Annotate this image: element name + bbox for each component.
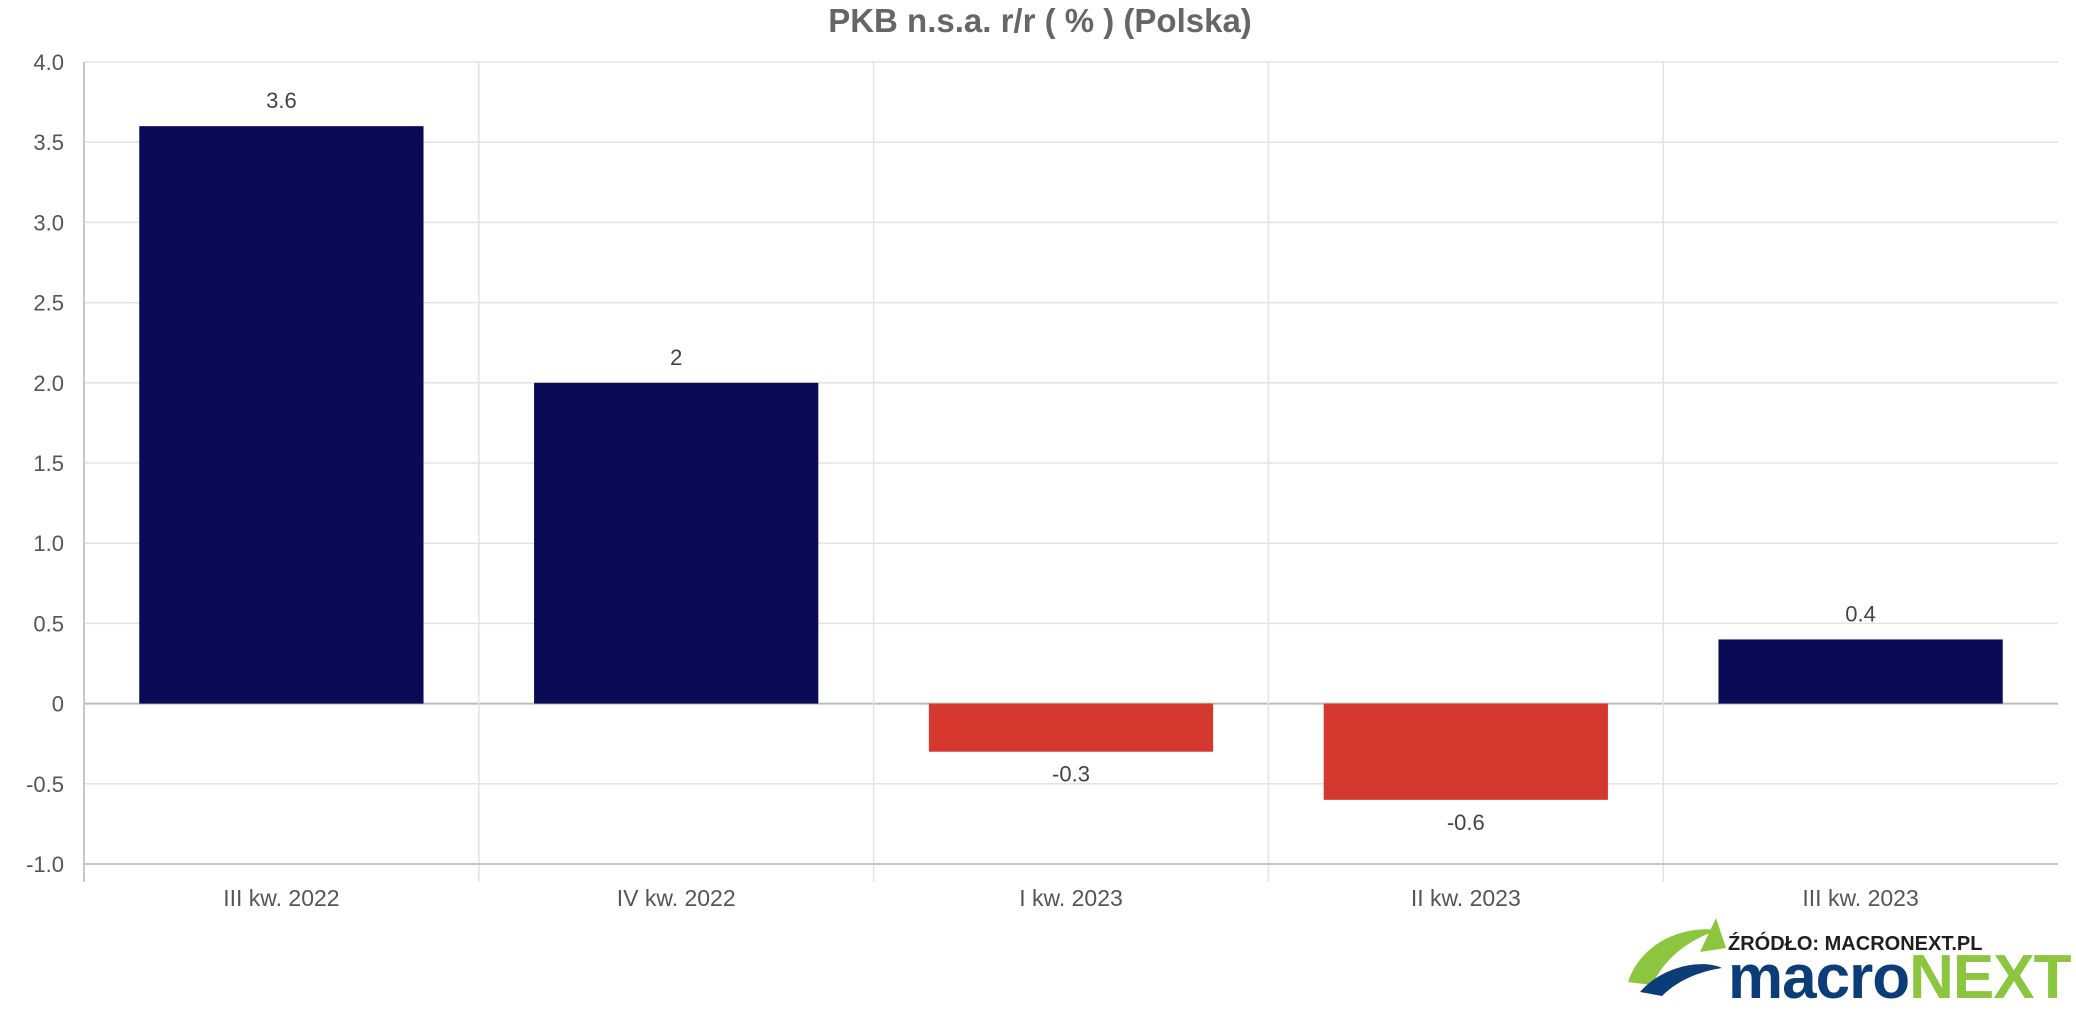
brand-name: macroNEXT: [1728, 943, 2072, 1012]
data-label: 3.6: [266, 88, 297, 113]
labels: 4.0 3.5 3.0 2.5 2.0 1.5 1.0 0.5 0 -0.5 -1.0 3.6 III …: [26, 50, 1919, 911]
y-tick-label: 3.0: [33, 210, 64, 235]
y-tick-label: -1.0: [26, 852, 64, 877]
bar: [139, 126, 424, 704]
source-text: ŹRÓDŁO: MACRONEXT.PL: [1728, 931, 1982, 955]
data-label: 2: [670, 345, 682, 370]
chart-title: PKB n.s.a. r/r ( % ) (Polska): [828, 2, 1252, 39]
bars: [139, 126, 2003, 800]
bar: [1323, 703, 1608, 800]
y-tick-label: -0.5: [26, 772, 64, 797]
x-tick-label: II kw. 2023: [1411, 885, 1521, 911]
axes: [83, 62, 2058, 882]
x-tick-label: IV kw. 2022: [617, 885, 736, 911]
swoosh-icon: [1628, 918, 1726, 996]
y-tick-label: 2.0: [33, 371, 64, 396]
macronext-logo: ŹRÓDŁO: MACRONEXT.PL macroNEXT: [1628, 918, 2073, 1012]
bar: [928, 703, 1214, 752]
y-tick-label: 1.0: [33, 531, 64, 556]
y-tick-label: 2.5: [33, 291, 64, 316]
brand-name-part1: macro: [1728, 943, 1909, 1012]
brand-name-part2: NEXT: [1909, 943, 2071, 1012]
y-tick-label: 1.5: [33, 451, 64, 476]
bar: [534, 382, 819, 704]
y-tick-label: 0.5: [33, 611, 64, 636]
x-tick-label: III kw. 2022: [223, 885, 339, 911]
bar: [1718, 639, 2003, 704]
y-tick-label: 4.0: [33, 50, 64, 75]
y-tick-label: 0: [52, 692, 64, 717]
y-tick-label: 3.5: [33, 130, 64, 155]
x-tick-label: I kw. 2023: [1019, 885, 1123, 911]
x-tick-label: III kw. 2023: [1802, 885, 1918, 911]
data-label: -0.3: [1052, 762, 1090, 787]
data-label: -0.6: [1447, 810, 1485, 835]
data-label: 0.4: [1845, 601, 1876, 626]
